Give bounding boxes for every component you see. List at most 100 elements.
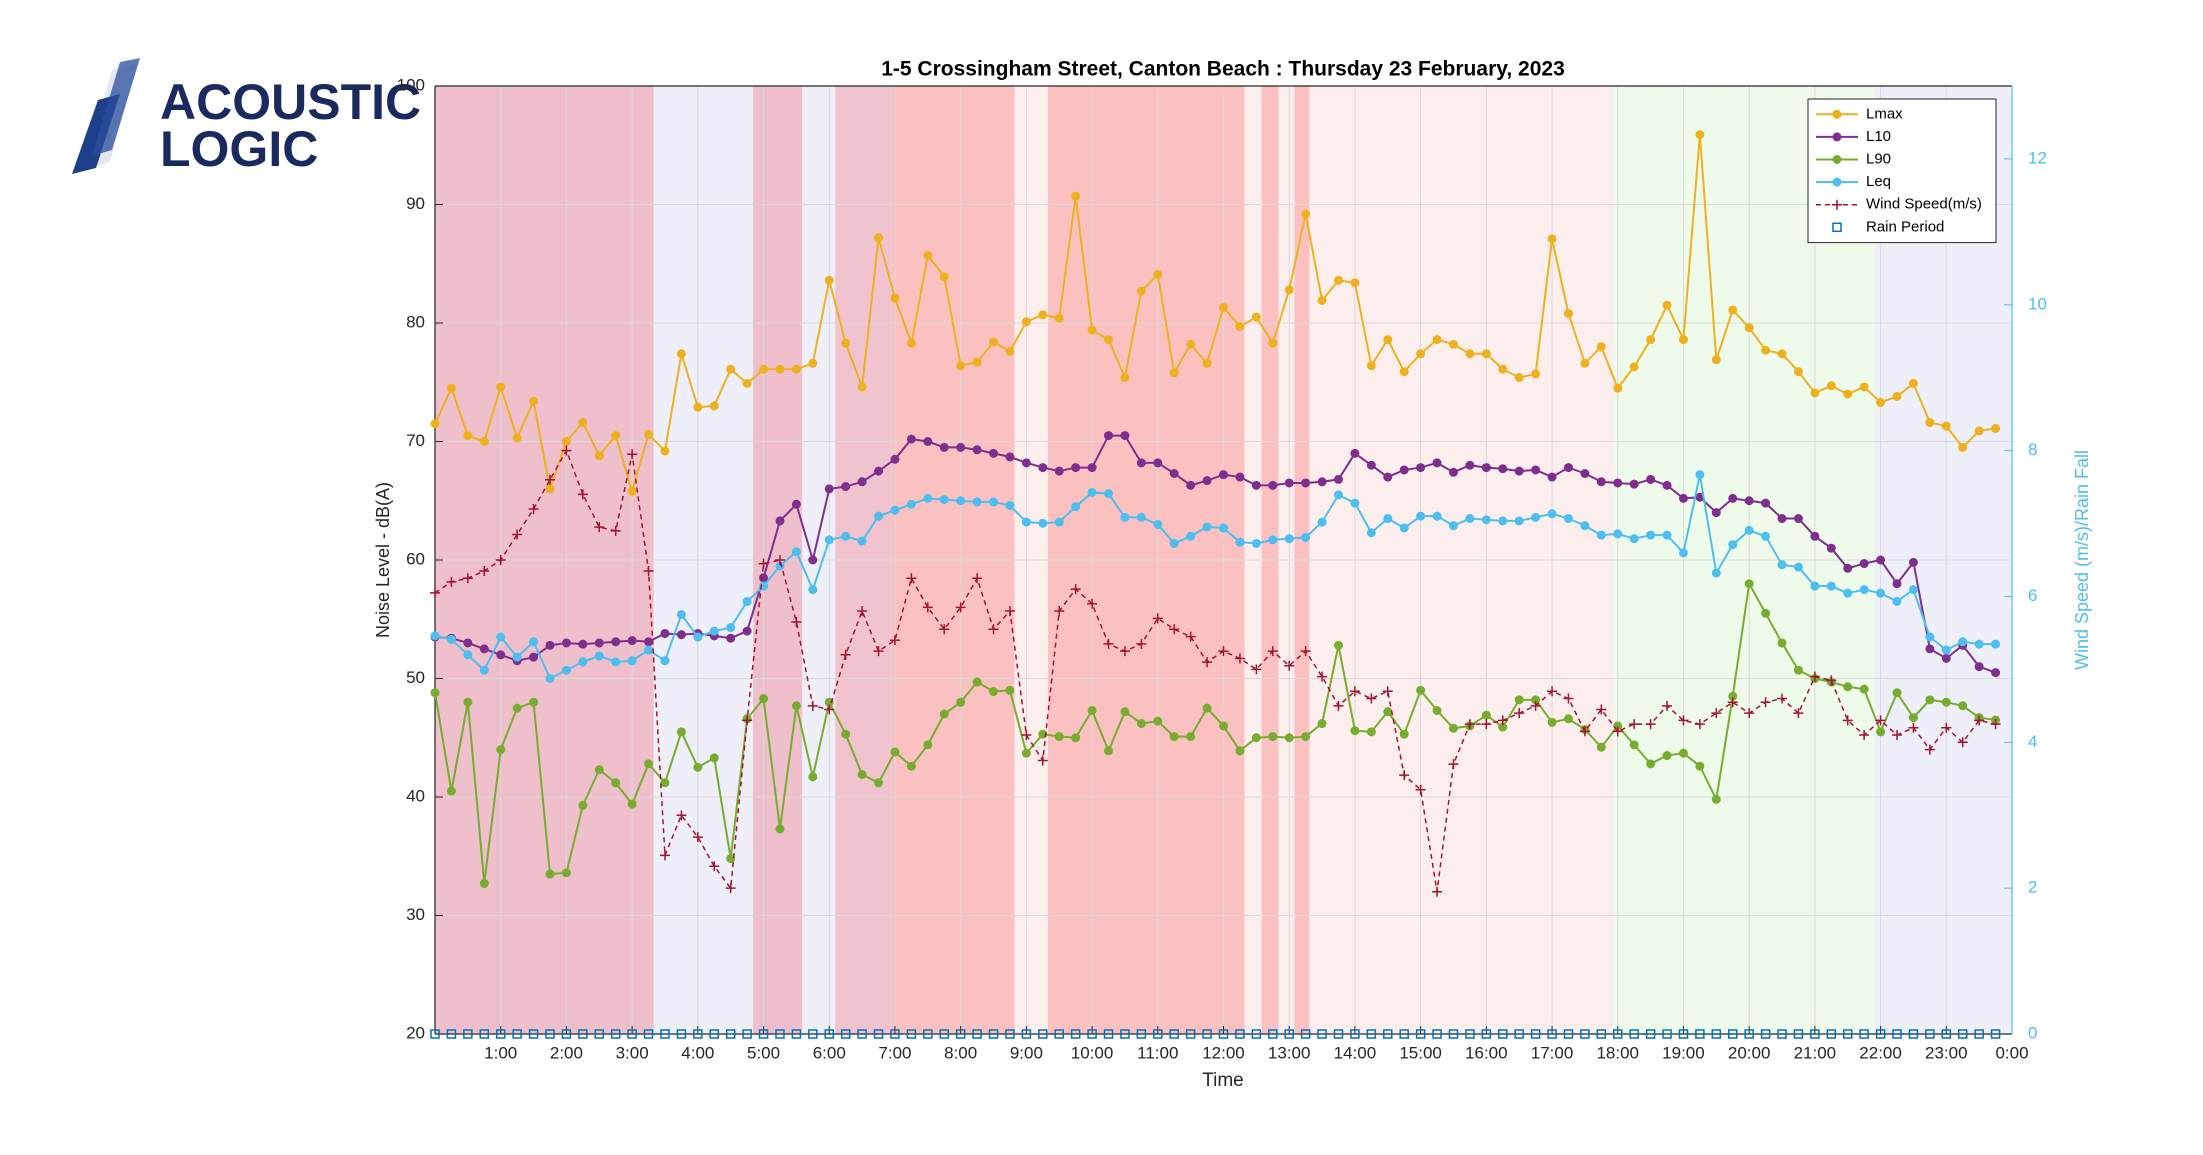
point	[890, 747, 900, 757]
y2-axis-label: Wind Speed (m/s)/Rain Fall	[2072, 450, 2092, 670]
point	[972, 445, 982, 455]
point	[1416, 349, 1426, 359]
point	[512, 703, 522, 713]
point	[693, 1029, 703, 1039]
point	[1678, 493, 1688, 503]
point	[939, 1029, 949, 1039]
point	[1941, 722, 1952, 733]
point	[1957, 1029, 1968, 1039]
point	[1432, 1029, 1442, 1039]
point	[841, 531, 851, 541]
point	[1432, 335, 1442, 345]
point	[676, 349, 686, 359]
point	[512, 529, 523, 540]
point	[1251, 733, 1261, 743]
point	[1104, 746, 1114, 756]
x-tick-label: 3:00	[616, 1043, 649, 1062]
point	[479, 437, 489, 446]
point	[1711, 794, 1721, 804]
point	[1530, 700, 1541, 711]
point	[1908, 378, 1918, 388]
y-tick-label: 80	[406, 312, 425, 331]
point	[1580, 521, 1590, 531]
point	[594, 451, 604, 461]
point	[1629, 534, 1639, 544]
point	[1087, 705, 1097, 715]
point	[1646, 474, 1656, 484]
point	[989, 687, 999, 697]
legend-label: Leq	[1866, 173, 1891, 190]
point	[1580, 358, 1590, 368]
point	[496, 382, 506, 392]
point	[1219, 470, 1228, 480]
point	[1038, 463, 1048, 473]
point	[1005, 1029, 1015, 1039]
point	[873, 1029, 884, 1039]
point	[1629, 1029, 1639, 1039]
point	[1497, 715, 1508, 726]
point	[528, 503, 539, 514]
x-tick-label: 22:00	[1859, 1043, 1902, 1062]
point	[1186, 531, 1196, 541]
point	[1152, 613, 1163, 624]
point	[1777, 349, 1787, 359]
point	[1399, 729, 1409, 739]
point	[1119, 646, 1130, 657]
point	[1777, 693, 1788, 704]
point	[1645, 1029, 1656, 1039]
point	[1777, 638, 1787, 648]
point	[759, 694, 769, 704]
point	[1350, 278, 1360, 288]
point	[594, 765, 604, 775]
chart-title: 1-5 Crossingham Street, Canton Beach : T…	[881, 58, 1565, 81]
point	[1235, 537, 1245, 547]
point	[430, 631, 440, 641]
point	[1876, 397, 1886, 407]
series-line	[434, 580, 1996, 884]
point	[1087, 325, 1097, 335]
legend-marker	[1832, 155, 1842, 164]
point	[1859, 585, 1869, 595]
point	[1153, 716, 1163, 726]
point	[1514, 466, 1524, 476]
point	[1991, 668, 2001, 678]
point	[495, 1029, 506, 1039]
point	[1596, 1029, 1607, 1039]
point	[512, 652, 522, 662]
point	[1448, 339, 1458, 349]
point	[1646, 759, 1656, 769]
point	[1120, 373, 1130, 383]
point	[1268, 480, 1278, 490]
x-tick-label: 16:00	[1465, 1043, 1508, 1062]
point	[1333, 640, 1343, 650]
point	[988, 624, 999, 635]
point	[1563, 309, 1573, 319]
point	[1415, 784, 1426, 795]
point	[1908, 722, 1919, 733]
point	[676, 810, 687, 821]
point	[1695, 1029, 1705, 1039]
point	[874, 466, 884, 476]
x-tick-label: 1:00	[484, 1043, 517, 1062]
point	[1317, 517, 1327, 527]
point	[545, 640, 555, 650]
point	[1399, 523, 1409, 533]
point	[1301, 732, 1311, 742]
point	[627, 486, 637, 496]
point	[857, 606, 868, 617]
series-line	[434, 448, 1996, 892]
point	[1432, 458, 1442, 468]
x-tick-label: 8:00	[944, 1043, 977, 1062]
point	[643, 1029, 654, 1039]
point	[1728, 305, 1738, 315]
point	[841, 729, 851, 739]
y-axis-label: Noise Level - dB(A)	[373, 482, 393, 638]
point	[972, 677, 982, 687]
point	[1219, 523, 1228, 533]
y-tick-label: 30	[406, 905, 425, 924]
point	[561, 445, 572, 456]
point	[1005, 685, 1015, 695]
y-tick-label: 100	[397, 75, 425, 94]
x-tick-label: 20:00	[1728, 1043, 1771, 1062]
